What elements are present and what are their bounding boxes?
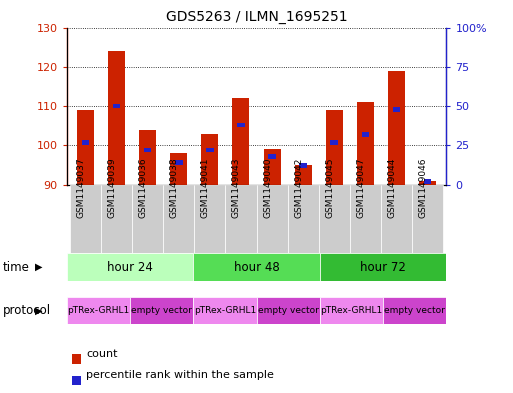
Text: hour 48: hour 48 [233, 261, 280, 274]
Text: pTRex-GRHL1: pTRex-GRHL1 [320, 306, 383, 315]
Text: pTRex-GRHL1: pTRex-GRHL1 [67, 306, 129, 315]
Text: GSM1149047: GSM1149047 [357, 158, 365, 219]
Bar [201, 134, 219, 185]
Bar [383, 297, 446, 324]
Bar [320, 253, 446, 281]
Text: ▶: ▶ [35, 305, 42, 316]
Bar [388, 71, 405, 185]
Text: count: count [86, 349, 117, 359]
Text: GSM1149044: GSM1149044 [387, 158, 397, 219]
Bar [130, 297, 193, 324]
Bar [419, 181, 436, 185]
Text: empty vector: empty vector [258, 306, 319, 315]
Bar [256, 297, 320, 324]
Text: GSM1149046: GSM1149046 [419, 158, 428, 219]
Bar [412, 185, 443, 253]
Text: percentile rank within the sample: percentile rank within the sample [86, 370, 274, 380]
Bar [70, 185, 101, 253]
Text: time: time [3, 261, 29, 274]
Bar [67, 297, 130, 324]
Bar [194, 185, 225, 253]
Text: pTRex-GRHL1: pTRex-GRHL1 [194, 306, 256, 315]
Bar [170, 153, 187, 185]
Bar [294, 165, 312, 185]
Bar [256, 185, 288, 253]
Text: ▶: ▶ [35, 262, 42, 272]
Bar [319, 185, 350, 253]
Bar [139, 130, 156, 185]
Bar [206, 148, 214, 152]
Bar [77, 110, 94, 185]
Text: GSM1149037: GSM1149037 [76, 158, 85, 219]
Bar [357, 102, 374, 185]
Text: GSM1149039: GSM1149039 [108, 158, 116, 219]
Bar [264, 149, 281, 185]
Bar [424, 179, 431, 184]
Bar [326, 110, 343, 185]
Text: GSM1149043: GSM1149043 [232, 158, 241, 219]
Bar [392, 107, 400, 112]
Text: GDS5263 / ILMN_1695251: GDS5263 / ILMN_1695251 [166, 10, 347, 24]
Text: hour 24: hour 24 [107, 261, 153, 274]
Bar [163, 185, 194, 253]
Bar [362, 132, 369, 137]
Bar [108, 51, 125, 185]
Bar [237, 123, 245, 127]
Bar [132, 185, 163, 253]
Text: GSM1149045: GSM1149045 [325, 158, 334, 219]
Bar [299, 163, 307, 168]
Text: GSM1149040: GSM1149040 [263, 158, 272, 219]
Bar [193, 297, 256, 324]
Bar [67, 253, 193, 281]
Text: hour 72: hour 72 [360, 261, 406, 274]
Text: GSM1149042: GSM1149042 [294, 158, 303, 219]
Bar [232, 98, 249, 185]
Bar [101, 185, 132, 253]
Bar [144, 148, 151, 152]
Bar [268, 154, 276, 159]
Text: protocol: protocol [3, 304, 51, 317]
Bar [225, 185, 256, 253]
Bar [288, 185, 319, 253]
Bar [350, 185, 381, 253]
Bar [330, 140, 338, 145]
Bar [113, 104, 121, 108]
Bar [381, 185, 412, 253]
Bar [320, 297, 383, 324]
Text: GSM1149038: GSM1149038 [170, 158, 179, 219]
Bar [193, 253, 320, 281]
Text: GSM1149036: GSM1149036 [139, 158, 148, 219]
Text: GSM1149041: GSM1149041 [201, 158, 210, 219]
Text: empty vector: empty vector [131, 306, 192, 315]
Text: empty vector: empty vector [384, 306, 445, 315]
Bar [82, 140, 89, 145]
Bar [175, 160, 183, 165]
